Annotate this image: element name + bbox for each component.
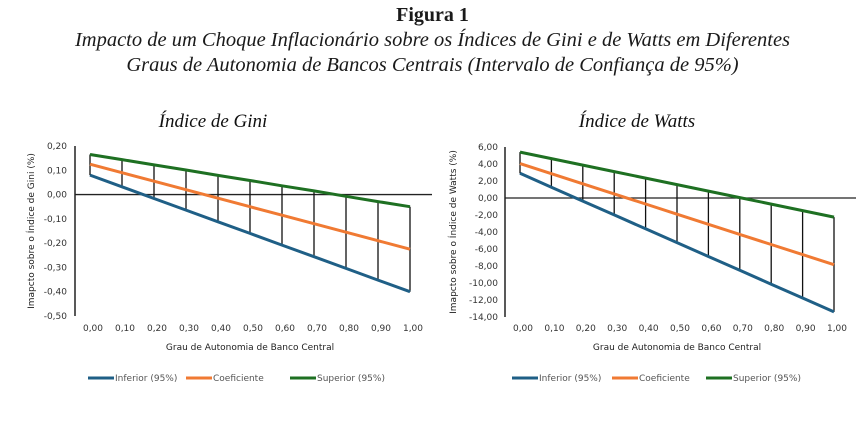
series-line-coeficiente [89,162,411,251]
y-tick-label: -0,20 [44,239,68,249]
y-tick-label: -0,30 [44,263,68,273]
x-tick-label: 0,00 [513,324,533,334]
x-tick-label: 0,90 [371,324,391,334]
series-line-coeficiente [519,162,835,267]
x-tick-label: 0,40 [211,324,231,334]
x-tick-label: 0,70 [733,324,753,334]
y-tick-label: -6,00 [475,245,499,255]
x-tick-label: 0,80 [764,324,784,334]
x-tick-label: 0,40 [639,324,659,334]
x-tick-label: 0,60 [701,324,721,334]
x-tick-label: 0,10 [544,324,564,334]
x-tick-label: 0,60 [275,324,295,334]
figure-label: Figura 1 [396,4,469,26]
x-tick-label: 0,50 [670,324,690,334]
series-line-inferior [519,171,835,314]
x-tick-label: 0,20 [147,324,167,334]
x-tick-label: 1,00 [403,324,423,334]
y-tick-label: 0,10 [47,166,67,176]
y-tick-label: 2,00 [478,177,498,187]
y-tick-label: -0,10 [44,215,68,225]
legend-label-inferior: Inferior (95%) [539,374,601,384]
legend-label-inferior: Inferior (95%) [115,374,177,384]
y-tick-label: -14,00 [469,313,498,323]
x-tick-label: 0,30 [179,324,199,334]
chart-title: Índice de Watts [578,110,695,132]
y-tick-label: -2,00 [475,211,499,221]
x-tick-label: 0,10 [115,324,135,334]
y-tick-label: 0,20 [47,142,67,152]
y-tick-label: -8,00 [475,262,499,272]
series-line-superior [89,153,411,209]
series-line-inferior [89,173,411,294]
y-axis-title: Imapcto sobre o Índice de Gini (%) [25,153,37,309]
y-tick-label: 0,00 [47,191,67,201]
chart-title: Índice de Gini [158,110,268,132]
legend-label-coeficiente: Coeficiente [213,374,264,384]
x-tick-label: 0,90 [796,324,816,334]
legend-label-superior: Superior (95%) [317,374,385,384]
x-tick-label: 0,70 [307,324,327,334]
x-tick-label: 0,30 [607,324,627,334]
y-axis-title: Imapcto sobre o Índice de Watts (%) [447,150,459,314]
x-tick-label: 0,00 [83,324,103,334]
y-tick-label: -10,00 [469,279,498,289]
y-tick-label: -0,50 [44,312,68,322]
x-axis-title: Grau de Autonomia de Banco Central [166,343,334,353]
figure-caption-line-2: Graus de Autonomia de Bancos Centrais (I… [126,54,739,76]
series-line-superior [519,150,835,219]
y-tick-label: 0,00 [478,194,498,204]
gini-chart: Índice de Gini Imapcto sobre o Índice de … [25,110,432,384]
figure-caption-line-1: Impacto de um Choque Inflacionário sobre… [74,29,791,51]
y-tick-label: 6,00 [478,143,498,153]
watts-chart: Índice de Watts Imapcto sobre o Índice de… [447,110,856,384]
legend-label-coeficiente: Coeficiente [639,374,690,384]
y-tick-label: -4,00 [475,228,499,238]
x-tick-label: 1,00 [827,324,847,334]
x-tick-label: 0,50 [243,324,263,334]
x-axis-title: Grau de Autonomia de Banco Central [593,343,761,353]
y-tick-label: 4,00 [478,160,498,170]
y-tick-label: -0,40 [44,288,68,298]
y-tick-label: -12,00 [469,296,498,306]
x-tick-label: 0,20 [576,324,596,334]
x-tick-label: 0,80 [339,324,359,334]
legend-label-superior: Superior (95%) [733,374,801,384]
